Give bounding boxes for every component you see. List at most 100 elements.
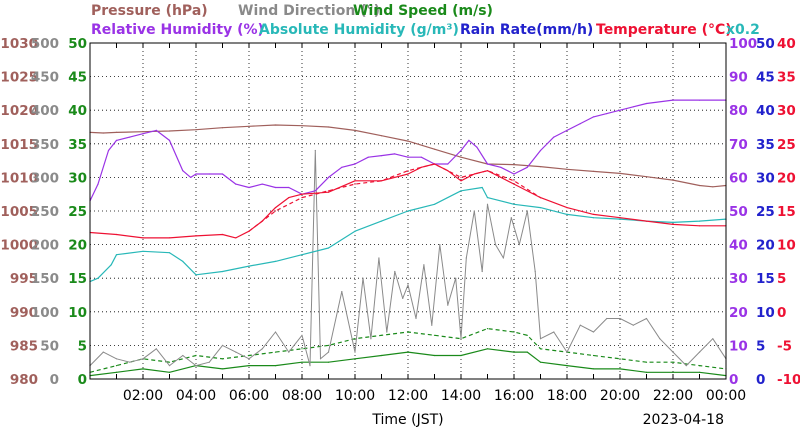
data-point [168, 130, 171, 132]
data-point [115, 233, 118, 236]
x-tick-label: 20:00 [600, 388, 640, 404]
data-point [354, 183, 356, 185]
data-point [221, 368, 224, 370]
x-tick-label: 02:00 [123, 388, 163, 404]
data-point [645, 220, 648, 222]
data-point [619, 109, 621, 111]
x-tick-label: 18:00 [547, 388, 587, 404]
data-point [274, 365, 277, 367]
y-tick-label-temperature: 0 [777, 305, 786, 321]
data-point [407, 140, 409, 142]
series-line-wind-speed [89, 348, 727, 377]
y-tick-label-wind-speed: 5 [78, 338, 87, 354]
data-point [468, 139, 470, 141]
data-point [115, 371, 118, 373]
y-tick-label-wind-direction: 300 [31, 170, 59, 186]
series-line-temperature [248, 163, 541, 232]
x-tick-label: 12:00 [388, 388, 428, 404]
data-point [301, 197, 303, 199]
data-point [195, 129, 197, 131]
data-point [513, 351, 515, 353]
data-point [407, 156, 409, 158]
data-point [274, 210, 277, 212]
data-point [513, 331, 515, 333]
data-point [190, 176, 192, 178]
y-tick-label-wind-direction: 250 [31, 204, 59, 220]
data-point [394, 270, 396, 273]
x-tick-label: 10:00 [335, 388, 375, 404]
data-point [182, 354, 184, 357]
data-point [261, 183, 263, 185]
data-point [415, 317, 417, 320]
data-point [465, 257, 467, 259]
data-point [407, 210, 409, 212]
data-point [486, 348, 489, 350]
y-tick-label-wind-speed: 10 [68, 305, 87, 321]
data-point [500, 176, 502, 178]
data-point [566, 213, 568, 215]
data-point [142, 237, 144, 239]
data-point [341, 291, 343, 293]
legend-entry: Wind Direction (°) [238, 3, 380, 19]
data-point [327, 190, 330, 192]
data-point [460, 149, 462, 152]
data-point [248, 365, 250, 367]
y-tick-label-pressure: 1030 [0, 36, 38, 52]
data-point [195, 173, 197, 175]
data-point [619, 217, 621, 219]
data-point [460, 180, 462, 182]
data-point [168, 361, 171, 363]
data-point [301, 254, 303, 256]
data-point [327, 126, 330, 128]
data-point [698, 365, 701, 367]
data-point [301, 334, 303, 336]
data-point [539, 166, 542, 168]
y-tick-label-temperature: 15 [777, 204, 796, 220]
y-tick-label-wind-speed: 50 [68, 36, 87, 52]
legend-entry: Rain Rate(mm/h) [460, 22, 593, 38]
y-tick-label-pressure: 1005 [0, 204, 38, 220]
data-point [301, 361, 303, 363]
data-point [354, 129, 356, 131]
y-tick-label-wind-speed: 20 [68, 238, 87, 254]
data-point [526, 210, 528, 212]
data-point [235, 237, 237, 239]
y-tick-label-rain-rate: 5 [756, 338, 765, 354]
data-point [592, 331, 595, 333]
data-point [115, 139, 118, 141]
data-point [327, 344, 330, 346]
y-tick-label-wind-direction: 150 [31, 271, 59, 287]
series-line-temperature [89, 163, 726, 239]
data-point [579, 324, 581, 326]
data-point [566, 129, 568, 131]
y-tick-label-rain-rate: 25 [756, 204, 775, 220]
data-point [619, 218, 621, 220]
data-point [327, 361, 330, 363]
data-point [142, 250, 144, 252]
data-point [460, 354, 462, 357]
data-point [672, 179, 674, 181]
data-point [672, 361, 674, 363]
y-tick-label-temperature: 20 [777, 170, 796, 186]
data-point [370, 338, 372, 340]
data-point [195, 274, 197, 276]
data-point [539, 207, 542, 209]
data-point [606, 113, 608, 115]
data-point [168, 371, 171, 373]
x-tick-label: 14:00 [441, 388, 481, 404]
data-point [592, 354, 595, 357]
data-point [632, 324, 634, 326]
data-point [221, 344, 224, 346]
y-tick-label-wind-speed: 15 [68, 271, 87, 287]
data-point [155, 129, 157, 131]
data-point [97, 277, 99, 279]
data-point [486, 170, 489, 172]
data-point [354, 351, 356, 353]
data-point [712, 338, 714, 340]
grid [90, 43, 726, 379]
data-point [327, 191, 330, 193]
data-point [182, 170, 184, 172]
data-point [566, 351, 568, 353]
